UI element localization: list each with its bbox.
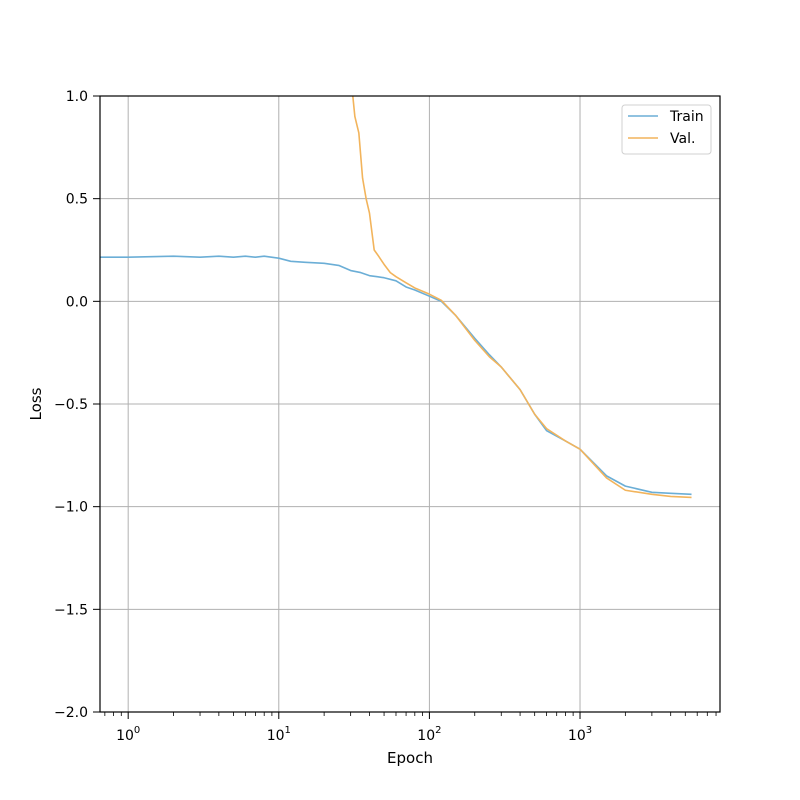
grid xyxy=(100,95,720,713)
x-tick-label: 103 xyxy=(568,725,592,744)
legend-label-train: Train xyxy=(669,109,704,125)
y-tick-label: −2.0 xyxy=(54,705,88,721)
y-tick-label: −0.5 xyxy=(54,397,88,413)
x-tick-label: 100 xyxy=(116,725,140,744)
y-tick-label: 0.5 xyxy=(66,192,88,208)
legend-box xyxy=(621,104,712,155)
y-axis-label: Loss xyxy=(27,387,45,420)
legend: Train Val. xyxy=(621,104,712,155)
y-axis: 1.0 0.5 0.0 −0.5 −1.0 −1.5 −2.0 xyxy=(54,89,100,721)
x-tick-label: 102 xyxy=(417,725,441,744)
series-line-val xyxy=(352,96,692,499)
y-tick-label: 1.0 xyxy=(66,89,88,105)
y-tick-label: −1.5 xyxy=(54,602,88,618)
x-axis-label: Epoch xyxy=(387,749,433,767)
legend-label-val: Val. xyxy=(670,131,695,147)
series-line-train xyxy=(100,255,692,496)
series-group xyxy=(100,96,692,499)
x-tick-label: 101 xyxy=(267,725,291,744)
x-axis: 100 101 102 103 xyxy=(104,712,717,744)
y-tick-label: −1.0 xyxy=(54,500,88,516)
y-tick-label: 0.0 xyxy=(66,294,88,310)
